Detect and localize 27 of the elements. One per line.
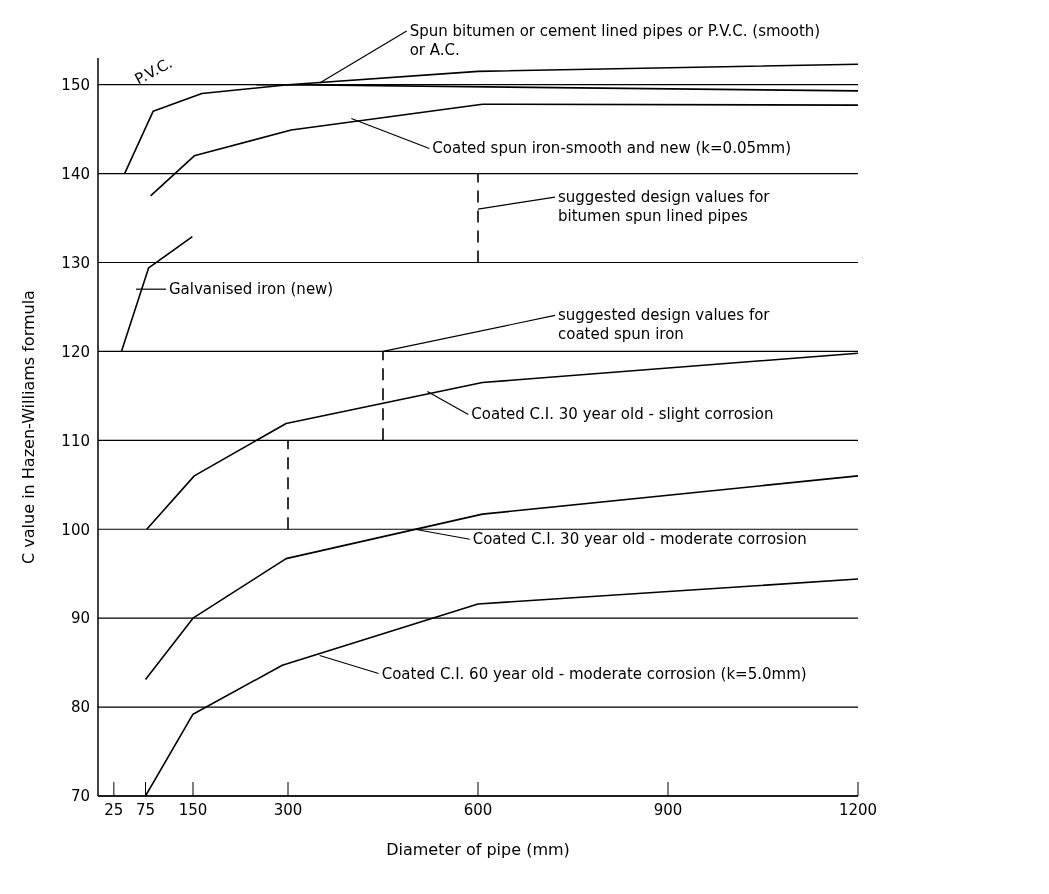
annotation: Coated spun iron-smooth and new (k=0.05mm) [432,138,792,157]
annotation: Coated C.I. 30 year old - moderate corrosion [472,529,807,548]
annotation: suggested design values for bitumen spun lined pipes [558,187,771,225]
x-tick-label: 75 [135,800,156,819]
y-axis-title: C value in Hazen-Williams formula [18,290,38,564]
x-axis-title: Diameter of pipe (mm) [386,840,570,860]
y-tick-label: 130 [61,253,90,272]
y-tick-label: 140 [61,164,90,183]
y-tick-label: 120 [61,342,90,361]
y-tick-label: 80 [70,698,90,717]
x-tick-label: 300 [273,800,303,819]
x-tick-label: 600 [463,800,493,819]
annotation: Coated C.I. 60 year old - moderate corrosion (k=5.0mm) [381,664,807,683]
x-tick-label: 25 [104,800,124,819]
x-tick-label: 1200 [838,800,878,819]
annotation: P.V.C. [131,53,176,88]
annotation: Coated C.I. 30 year old - slight corrosion [471,404,774,423]
y-tick-label: 150 [61,76,90,94]
y-tick-label: 70 [70,787,90,806]
y-tick-label: 90 [70,609,90,628]
annotation: Galvanised iron (new) [169,279,334,298]
y-tick-label: 100 [61,520,90,539]
annotation: suggested design values for coated spun iron [558,305,771,343]
y-tick-label: 110 [61,431,90,450]
annotation: Spun bitumen or cement lined pipes or P.V.C. (smooth) or A.C. [409,21,821,59]
x-tick-label: 900 [653,800,683,819]
x-tick-label: 150 [178,800,208,819]
